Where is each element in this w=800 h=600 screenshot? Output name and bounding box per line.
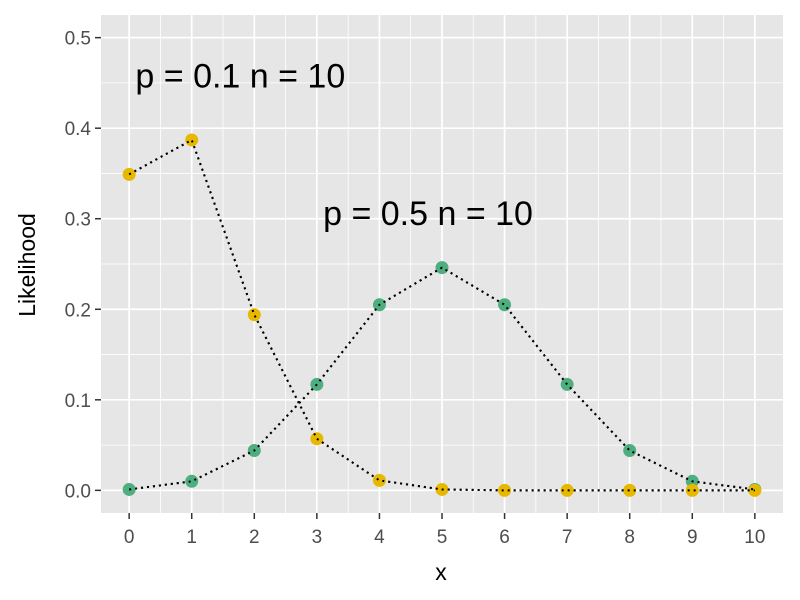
data-point-series0-x9: [685, 483, 699, 497]
y-axis: 0.0 0.1 0.2 0.3 0.4 0.5: [65, 29, 101, 502]
y-tick-label: 0.5: [65, 29, 91, 50]
data-point-series0-x1: [185, 133, 199, 147]
data-point-series0-x7: [560, 483, 574, 497]
x-tick-label: 10: [744, 527, 765, 548]
x-axis-title: x: [435, 559, 447, 585]
annotations: p = 0.1 n = 10 p = 0.5 n = 10: [135, 57, 533, 233]
data-points: [122, 133, 762, 497]
x-tick-label: 1: [186, 527, 197, 548]
x-tick-label: 9: [687, 527, 698, 548]
data-point-series0-x8: [623, 483, 637, 497]
data-point-series0-x2: [247, 308, 261, 322]
series-line-overlay-1: [129, 266, 755, 491]
annotation-label-0: p = 0.1 n = 10: [135, 57, 345, 95]
data-point-series1-x8: [623, 444, 637, 458]
x-tick-label: 6: [499, 527, 510, 548]
series-line-overlay-0: [128, 138, 755, 492]
data-point-series1-x6: [498, 298, 512, 312]
x-tick-label: 2: [249, 527, 260, 548]
x-tick-label: 7: [562, 527, 573, 548]
x-axis: 0 1 2 3 4 5 6 7 8 9 10: [124, 513, 765, 548]
data-point-series0-x6: [498, 483, 512, 497]
x-tick-label: 5: [437, 527, 448, 548]
y-tick-label: 0.2: [65, 300, 91, 321]
y-tick-label: 0.3: [65, 210, 91, 231]
x-tick-label: 8: [624, 527, 635, 548]
y-tick-label: 0.0: [65, 481, 91, 502]
x-tick-label: 3: [312, 527, 323, 548]
data-point-series0-x4: [372, 473, 386, 487]
y-axis-title: Likelihood: [14, 213, 40, 317]
x-tick-label: 0: [124, 527, 135, 548]
annotation-label-1: p = 0.5 n = 10: [323, 195, 533, 233]
y-tick-label: 0.4: [65, 119, 92, 140]
data-point-series0-x3: [310, 432, 324, 446]
y-tick-label: 0.1: [65, 391, 91, 412]
x-tick-label: 4: [374, 527, 385, 548]
data-point-series1-x1: [185, 474, 199, 488]
